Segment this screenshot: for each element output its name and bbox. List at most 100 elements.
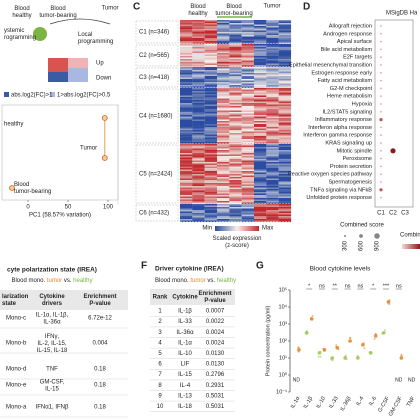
heat-cell xyxy=(192,42,205,45)
heat-cell xyxy=(266,83,279,86)
subtitle-part: tumor xyxy=(190,278,205,284)
heat-cell xyxy=(204,208,218,211)
heat-cell xyxy=(229,214,242,217)
heat-cell xyxy=(217,195,230,197)
heat-cell xyxy=(241,27,255,30)
size-key xyxy=(374,233,380,239)
heat-cell xyxy=(217,168,230,170)
heat-cell xyxy=(180,219,193,221)
heat-cell xyxy=(241,166,255,169)
heat-cell xyxy=(204,103,218,105)
subtitle-part: Blood mono. xyxy=(11,278,46,284)
heat-cell xyxy=(204,139,218,141)
heat-cell xyxy=(217,116,230,119)
heat-cell xyxy=(229,113,242,116)
heat-cell xyxy=(278,142,292,144)
heat-cell xyxy=(204,175,218,178)
heat-cell xyxy=(241,154,255,157)
label: IL-1β xyxy=(178,309,192,315)
heat-cell xyxy=(254,29,267,31)
heat-cell xyxy=(180,174,193,176)
heat-cell xyxy=(254,169,267,172)
heat-cell xyxy=(217,112,230,114)
heat-cell xyxy=(266,50,279,52)
heat-cell xyxy=(254,107,267,110)
heat-cell xyxy=(266,204,279,206)
label: IL-10 xyxy=(178,351,192,357)
heat-cell xyxy=(192,137,205,140)
replicate-dot xyxy=(345,358,348,361)
heat-cell xyxy=(278,68,292,71)
heat-cell xyxy=(180,44,193,46)
heat-cell xyxy=(180,190,193,193)
heat-cell xyxy=(241,35,255,37)
heat-cell xyxy=(192,131,205,134)
heat-cell xyxy=(241,42,255,45)
heat-cell xyxy=(278,39,292,42)
heat-cell xyxy=(229,100,242,102)
heat-cell xyxy=(204,125,218,128)
heat-cell xyxy=(241,80,255,83)
heat-cell xyxy=(266,205,279,208)
heat-cell xyxy=(180,71,193,74)
heat-cell xyxy=(278,118,292,120)
heat-cell xyxy=(241,219,255,221)
heat-cell xyxy=(266,100,279,102)
heat-cell xyxy=(241,71,255,74)
cluster-box xyxy=(135,44,179,67)
heat-cell xyxy=(217,97,230,99)
significance: * xyxy=(372,283,375,289)
heat-cell xyxy=(192,71,205,74)
heat-cell xyxy=(278,20,292,22)
subtitle-part: Blood mono. xyxy=(155,278,190,284)
heat-cell xyxy=(229,42,242,45)
heat-cell xyxy=(254,97,267,99)
heat-cell xyxy=(278,106,292,108)
heat-cell xyxy=(229,128,242,131)
heat-cell xyxy=(192,127,205,129)
heat-cell xyxy=(278,88,292,90)
heat-cell xyxy=(192,38,205,40)
heat-cell xyxy=(278,177,292,179)
heat-cell xyxy=(229,112,242,114)
heat-cell xyxy=(241,118,255,120)
heat-cell xyxy=(229,219,242,221)
x-tick-label: 100 xyxy=(103,205,114,211)
heat-cell xyxy=(192,208,205,211)
heat-cell xyxy=(180,26,193,28)
heat-cell xyxy=(254,208,267,211)
heat-cell xyxy=(254,142,267,144)
label: 0.18 xyxy=(94,367,106,373)
enrichment-dot xyxy=(380,157,382,160)
heat-cell xyxy=(204,168,218,170)
heat-cell xyxy=(266,181,279,184)
heat-cell xyxy=(278,166,292,169)
label: 0.18 xyxy=(94,405,106,411)
heat-cell xyxy=(192,24,205,27)
heat-cell xyxy=(180,169,193,172)
heat-cell xyxy=(278,163,292,166)
label: Tumor xyxy=(101,6,118,12)
heat-cell xyxy=(180,210,193,212)
heat-cell xyxy=(266,48,279,51)
heat-cell xyxy=(266,171,279,173)
heat-cell xyxy=(254,175,267,178)
heat-cell xyxy=(266,178,279,181)
label: Combined score xyxy=(400,233,420,239)
label: 300 xyxy=(343,240,349,251)
heat-cell xyxy=(217,216,230,218)
heat-cell xyxy=(180,216,193,218)
heat-cell xyxy=(204,128,218,131)
heat-cell xyxy=(254,219,267,221)
heat-cell xyxy=(254,70,267,72)
heat-cell xyxy=(217,139,230,141)
heat-cell xyxy=(278,35,292,37)
heat-cell xyxy=(241,174,255,176)
heat-cell xyxy=(241,156,255,158)
heat-cell xyxy=(192,97,205,99)
heat-cell xyxy=(229,217,242,220)
heat-cell xyxy=(241,26,255,28)
heat-cell xyxy=(229,24,242,27)
heat-cell xyxy=(241,159,255,161)
heat-cell xyxy=(266,128,279,131)
